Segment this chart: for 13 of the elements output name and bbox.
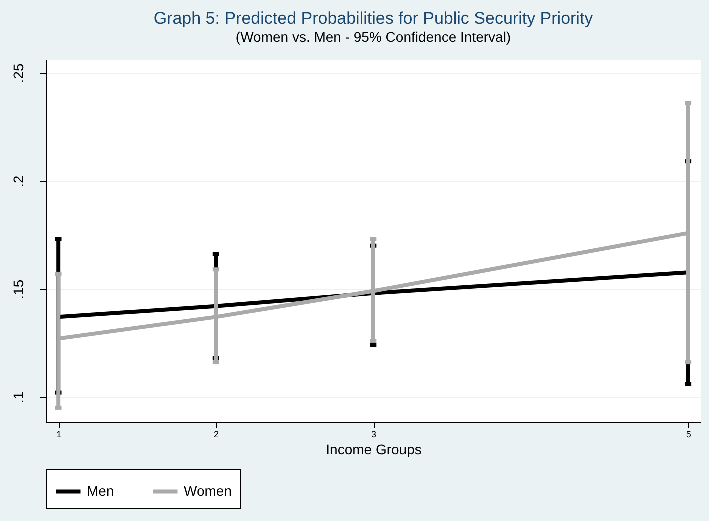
x-axis-title: Income Groups: [326, 442, 422, 458]
legend-label: Men: [87, 482, 114, 499]
chart-title: Graph 5: Predicted Probabilities for Public Security Priority: [154, 9, 594, 28]
legend-label: Women: [184, 482, 232, 499]
x-tick-label: 3: [371, 430, 377, 440]
y-tick-label: .1: [10, 392, 26, 404]
x-tick-label: 5: [686, 430, 692, 440]
x-tick-label: 2: [214, 430, 220, 440]
chart-subtitle: (Women vs. Men - 95% Confidence Interval): [236, 29, 512, 45]
x-tick-label: 1: [56, 430, 62, 440]
y-tick-label: .2: [10, 175, 26, 188]
y-tick-label: .25: [10, 64, 26, 84]
y-tick-label: .15: [10, 280, 26, 300]
